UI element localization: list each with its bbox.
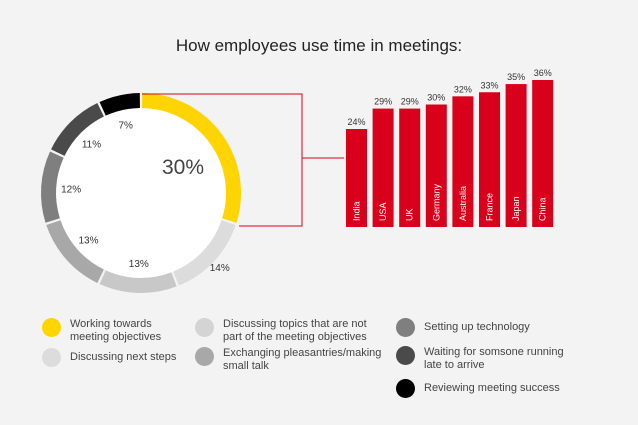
legend-item: Exchanging pleasantries/making small tal… [195,347,381,373]
bar-value-label: 36% [534,68,552,78]
slice-label: 11% [82,140,101,151]
bar-value-label: 30% [427,93,445,103]
donut-center-label: 30% [162,156,204,179]
donut-slice [46,220,104,283]
bar-value-label: 24% [347,117,365,127]
legend-label: Reviewing meeting success [424,382,560,394]
slice-label: 14% [210,263,230,274]
bar [505,84,527,227]
legend-label: Discussing next steps [70,351,177,363]
bar [346,129,367,227]
legend-label: Working towards meeting objectives [70,318,162,343]
slice-label: 13% [129,259,149,270]
bar-category-label: China [538,197,548,221]
slice-label: 12% [61,185,81,196]
legend-swatch [42,348,61,367]
bar [372,108,394,227]
donut-slice [142,93,241,223]
bar-category-label: India [352,201,362,221]
legend-swatch [396,318,415,337]
slice-label: 13% [78,235,98,246]
legend-label: Exchanging pleasantries/making small tal… [223,347,382,372]
donut-center [56,108,226,278]
bar-category-label: Japan [511,196,521,221]
legend-item: Working towards meeting objectives [42,318,161,344]
slice-label: 7% [119,121,134,132]
bar [425,104,447,227]
bar-value-label: 29% [374,97,392,107]
donut-slice [40,151,64,223]
legend-swatch [396,379,415,398]
legend-label: Waiting for somsone running late to arri… [424,346,564,371]
bar-value-label: 29% [401,97,419,107]
legend-item: Waiting for somsone running late to arri… [396,346,564,372]
bar-value-label: 35% [507,72,525,82]
bar-chart: 24% India 29% USA 29% UK 30% Germany 32% Australi… [346,68,554,227]
legend-swatch [195,347,214,366]
legend-item: Discussing topics that are not part of t… [195,318,367,344]
legend-swatch [396,346,415,365]
chart-title: How employees use time in meetings: [175,36,463,55]
donut-chart: 14% 13% 13% 12% 11% 7% 30% [40,93,241,293]
bar [479,92,500,227]
donut-slice [173,220,236,286]
bar-category-label: Germany [431,183,441,221]
legend-item: Reviewing meeting success [396,379,560,398]
bar [399,108,421,227]
bar-value-label: 33% [480,80,498,90]
donut-slice [51,103,104,156]
bar-category-label: UK [405,208,415,221]
donut-slice [99,270,177,293]
legend-item: Discussing next steps [42,348,176,367]
legend-swatch [195,318,214,337]
donut-slice [99,93,140,116]
legend-swatch [42,318,61,337]
connector-bracket [142,93,303,227]
legend-label: Setting up technology [424,321,530,333]
bar-category-label: Australia [458,186,468,221]
legend-item: Setting up technology [396,318,530,337]
legend-label: Discussing topics that are not part of t… [223,318,367,343]
bar-category-label: France [485,193,495,221]
bar [532,80,554,227]
bar-value-label: 32% [454,84,472,94]
bar-category-label: USA [378,202,388,221]
connector-lines [142,93,344,227]
bar [452,96,474,227]
